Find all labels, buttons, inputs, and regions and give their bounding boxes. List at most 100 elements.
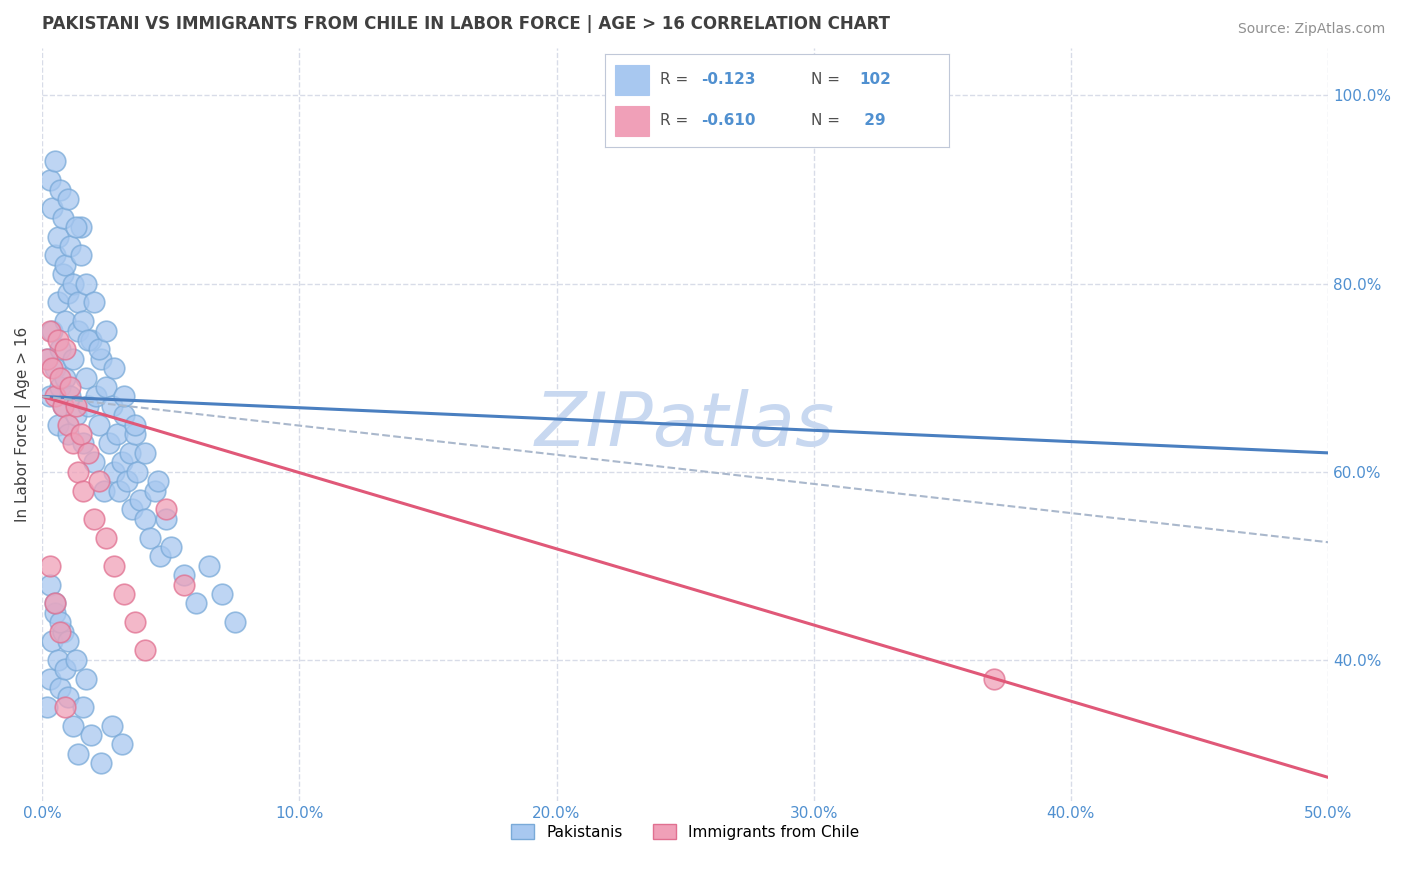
Point [37,699,59,714]
Text: 102: 102 [859,72,891,87]
Point [84,389,107,403]
Point [44,361,66,376]
Point [65,399,87,413]
Point [121,502,143,516]
Point [83,295,105,310]
Point [41,324,63,338]
Point [38,577,60,591]
Point [49,182,72,196]
Point [103,465,125,479]
Point [96,380,118,394]
Point [44,606,66,620]
Point [38,672,60,686]
Point [67,747,90,761]
Point [62,718,84,732]
Point [52,267,75,281]
Point [77,333,100,347]
Point [111,455,134,469]
Point [186,596,208,610]
Point [155,512,177,526]
Point [52,399,75,413]
Point [83,455,105,469]
Point [53,370,76,384]
Point [127,465,149,479]
Point [77,399,100,413]
Point [112,389,135,403]
Point [44,389,66,403]
Point [105,427,128,442]
Point [149,549,172,564]
Point [72,436,94,450]
Point [37,351,59,366]
Point [59,239,82,253]
Y-axis label: In Labor Force | Age > 16: In Labor Force | Age > 16 [15,327,31,523]
Point [41,202,63,216]
Point [38,558,60,573]
Point [56,285,79,300]
Point [38,324,60,338]
Point [56,417,79,432]
Point [211,587,233,601]
Point [44,596,66,610]
Point [41,634,63,648]
Point [87,474,110,488]
Point [75,672,97,686]
Point [124,417,146,432]
Point [80,333,103,347]
Point [93,483,115,498]
Point [53,314,76,328]
Point [46,295,69,310]
Bar [614,106,650,136]
Point [41,361,63,376]
Point [59,389,82,403]
Point [44,154,66,169]
Point [87,417,110,432]
Point [159,540,181,554]
Point [44,596,66,610]
Point [111,738,134,752]
Point [56,427,79,442]
Point [38,389,60,403]
Point [37,351,59,366]
Point [224,615,246,630]
Point [143,483,166,498]
Point [69,427,91,442]
Point [124,615,146,630]
Point [83,512,105,526]
Text: 29: 29 [859,113,886,128]
Text: N =: N = [811,113,845,128]
Text: ZIPatlas: ZIPatlas [536,389,835,460]
Point [118,446,141,460]
Point [67,465,90,479]
Point [62,436,84,450]
Point [62,351,84,366]
Point [100,399,122,413]
Point [100,718,122,732]
Point [983,672,1005,686]
Point [103,558,125,573]
Point [52,399,75,413]
Point [38,173,60,187]
Point [124,427,146,442]
Point [46,229,69,244]
Point [87,343,110,357]
Point [65,220,87,235]
Text: N =: N = [811,72,845,87]
Point [155,502,177,516]
Point [128,492,150,507]
Point [139,531,162,545]
Point [90,351,112,366]
Point [56,690,79,705]
Text: R =: R = [659,113,693,128]
Point [52,624,75,639]
Point [65,653,87,667]
Point [173,568,195,582]
Point [112,409,135,423]
Point [49,681,72,695]
Point [67,295,90,310]
Point [80,728,103,742]
Point [112,587,135,601]
Point [146,474,169,488]
Text: -0.610: -0.610 [702,113,755,128]
Point [56,634,79,648]
